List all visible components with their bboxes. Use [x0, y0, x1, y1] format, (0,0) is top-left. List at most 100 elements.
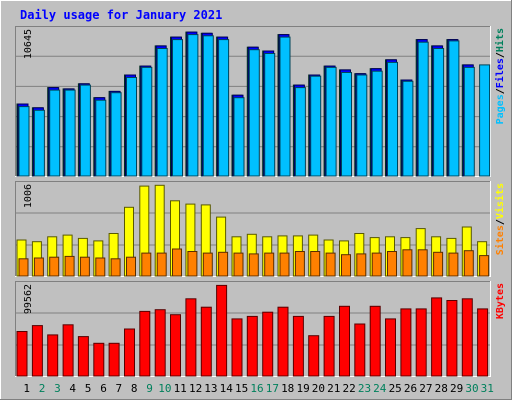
bar-pages-day-27	[417, 41, 429, 177]
bar-pages-day-19	[294, 87, 306, 177]
bar-kbytes-day-undefined	[277, 306, 289, 377]
bar-kbytes-day-undefined	[369, 305, 381, 377]
bar-pages-day-7	[110, 92, 122, 177]
x-tick-label-day-13: 13	[204, 382, 217, 395]
bar-kbytes-day-undefined	[231, 318, 243, 377]
bar-pages-day-14	[218, 39, 230, 177]
bar-kbytes-day-undefined	[185, 298, 197, 377]
bar-sites-day-undefined	[371, 252, 382, 277]
bar-sites-day-undefined	[448, 252, 459, 277]
legend-entry-files: Files	[494, 58, 506, 88]
bar-pages-day-23	[356, 74, 368, 177]
legend-separator: /	[495, 219, 506, 225]
bar-pages-day-10	[156, 48, 168, 177]
x-tick-label-day-11: 11	[174, 382, 187, 395]
bar-pages-day-16	[248, 49, 260, 177]
bar-sites-day-undefined	[294, 251, 305, 277]
bar-sites-day-undefined	[64, 255, 75, 277]
x-tick-label-day-6: 6	[100, 382, 107, 395]
bar-sites-day-undefined	[156, 252, 167, 277]
bar-pages-day-15	[233, 97, 245, 177]
x-tick-label-day-3: 3	[54, 382, 61, 395]
x-tick-label-day-14: 14	[220, 382, 234, 395]
bar-sites-day-undefined	[356, 253, 367, 277]
x-tick-label-day-25: 25	[389, 382, 402, 395]
chart-panels: 10645Pages/Files/Hits1006Sites/Visits995…	[15, 26, 506, 377]
bar-kbytes-day-undefined	[216, 284, 228, 377]
x-tick-label-day-9: 9	[146, 382, 153, 395]
bar-pages-day-13	[202, 35, 214, 177]
x-tick-label-day-15: 15	[235, 382, 248, 395]
chart-title: Daily usage for January 2021	[20, 8, 222, 22]
legend-entry-sites: Sites	[494, 225, 506, 255]
bar-pages-day-30	[463, 66, 475, 177]
x-tick-label-day-2: 2	[39, 382, 46, 395]
bar-sites-day-undefined	[310, 251, 321, 277]
bar-kbytes-day-undefined	[200, 306, 212, 377]
bar-kbytes-day-undefined	[47, 334, 59, 377]
bar-pages-day-22	[341, 72, 352, 177]
bar-kbytes-day-undefined	[139, 310, 151, 377]
y-max-label: 10645	[23, 29, 34, 59]
bar-kbytes-day-undefined	[477, 308, 489, 377]
bar-sites-day-undefined	[79, 256, 90, 277]
legend-separator: /	[495, 52, 506, 58]
bar-sites-day-undefined	[433, 251, 444, 277]
bar-pages-day-21	[325, 66, 337, 177]
y-max-label: 1006	[23, 184, 34, 208]
x-tick-label-day-12: 12	[189, 382, 202, 395]
x-tick-label-day-24: 24	[373, 382, 387, 395]
legend-entry-hits: Hits	[494, 28, 506, 52]
x-tick-label-day-27: 27	[419, 382, 432, 395]
x-tick-label-day-23: 23	[358, 382, 371, 395]
bar-sites-day-undefined	[141, 252, 152, 277]
bar-kbytes-day-undefined	[170, 314, 181, 377]
bar-pages-day-6	[95, 99, 107, 177]
x-tick-label-day-8: 8	[131, 382, 138, 395]
x-axis-labels: 1 2 3 4 5 6 7 8 9 10 11 12 13 14 15 16 17 18 19 20 21 22 23 24 2…	[23, 382, 494, 395]
bar-kbytes-day-undefined	[292, 315, 304, 377]
bar-sites-day-undefined	[95, 257, 106, 277]
bar-pages-day-31	[479, 64, 491, 177]
bar-kbytes-day-undefined	[339, 305, 350, 377]
bar-sites-day-undefined	[264, 252, 275, 277]
bar-kbytes-day-undefined	[124, 328, 135, 377]
bar-sites-day-undefined	[341, 254, 351, 277]
bar-pages-day-28	[433, 48, 445, 177]
bar-kbytes-day-undefined	[77, 336, 89, 377]
bar-pages-day-4	[64, 89, 76, 177]
legend-entry-visits: Visits	[494, 183, 506, 219]
x-tick-label-day-4: 4	[69, 382, 76, 395]
panel-3: 99562 KBytes	[15, 281, 506, 377]
bar-pages-day-12	[187, 34, 199, 177]
bar-kbytes-day-undefined	[385, 318, 396, 377]
x-tick-label-day-16: 16	[250, 382, 263, 395]
bar-sites-day-undefined	[49, 256, 60, 277]
bar-sites-day-undefined	[187, 251, 198, 277]
bar-pages-day-25	[387, 61, 398, 177]
side-legend: KBytes	[495, 283, 506, 319]
bar-sites-day-undefined	[172, 248, 182, 277]
bar-pages-day-2	[33, 109, 45, 177]
bar-kbytes-day-undefined	[93, 342, 105, 377]
bar-pages-day-26	[402, 80, 414, 177]
bar-kbytes-day-undefined	[154, 309, 166, 377]
bar-pages-day-29	[448, 40, 460, 177]
bar-kbytes-day-undefined	[108, 342, 120, 377]
bar-pages-day-1	[18, 106, 30, 177]
x-tick-label-day-31: 31	[481, 382, 494, 395]
bar-kbytes-day-undefined	[446, 300, 458, 377]
x-tick-label-day-30: 30	[465, 382, 478, 395]
bar-sites-day-undefined	[110, 258, 121, 277]
x-tick-label-day-22: 22	[342, 382, 355, 395]
bar-pages-day-5	[79, 84, 91, 177]
x-tick-label-day-28: 28	[435, 382, 448, 395]
bar-kbytes-day-undefined	[354, 323, 366, 377]
bar-kbytes-day-undefined	[308, 335, 320, 377]
bar-pages-day-11	[172, 39, 183, 177]
bar-kbytes-day-undefined	[415, 308, 427, 377]
bar-sites-day-undefined	[479, 255, 490, 277]
bar-pages-day-18	[279, 36, 291, 177]
bar-pages-day-17	[264, 53, 276, 177]
bar-kbytes-day-undefined	[62, 324, 74, 377]
